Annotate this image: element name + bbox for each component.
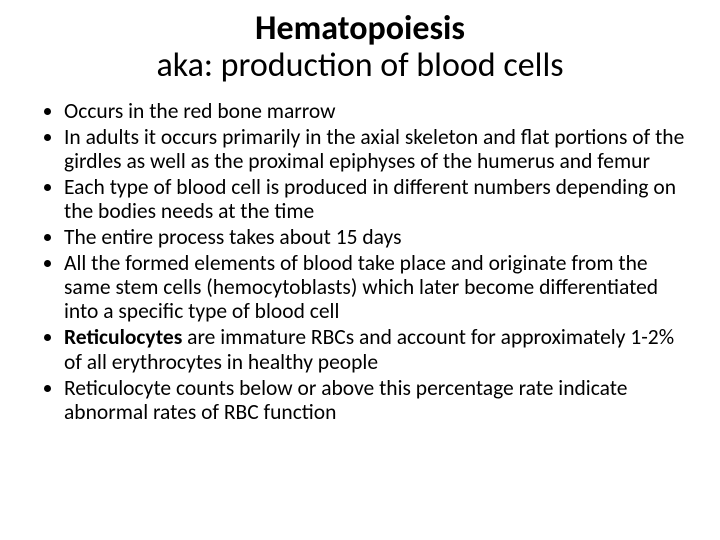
bullet-list: Occurs in the red bone marrowIn adults i… xyxy=(30,99,690,424)
bullet-item: Each type of blood cell is produced in d… xyxy=(64,175,690,223)
title-block: Hematopoiesis aka: production of blood c… xyxy=(30,10,690,85)
bullet-item: The entire process takes about 15 days xyxy=(64,225,690,249)
bullet-item: Occurs in the red bone marrow xyxy=(64,99,690,123)
bullet-item: Reticulocytes are immature RBCs and acco… xyxy=(64,325,690,373)
bullet-text: All the formed elements of blood take pl… xyxy=(64,250,658,324)
bullet-item: In adults it occurs primarily in the axi… xyxy=(64,125,690,173)
slide: Hematopoiesis aka: production of blood c… xyxy=(0,0,720,540)
title-main: Hematopoiesis xyxy=(30,10,690,47)
bullet-text: Occurs in the red bone marrow xyxy=(64,98,336,124)
title-sub: aka: production of blood cells xyxy=(30,47,690,84)
bullet-text: The entire process takes about 15 days xyxy=(64,224,402,250)
bullet-text: Reticulocytes xyxy=(64,324,187,350)
bullet-item: Reticulocyte counts below or above this … xyxy=(64,376,690,424)
bullet-text: Reticulocyte counts below or above this … xyxy=(64,375,627,425)
bullet-text: Each type of blood cell is produced in d… xyxy=(64,174,676,224)
bullet-item: All the formed elements of blood take pl… xyxy=(64,251,690,323)
bullet-text: In adults it occurs primarily in the axi… xyxy=(64,124,684,174)
